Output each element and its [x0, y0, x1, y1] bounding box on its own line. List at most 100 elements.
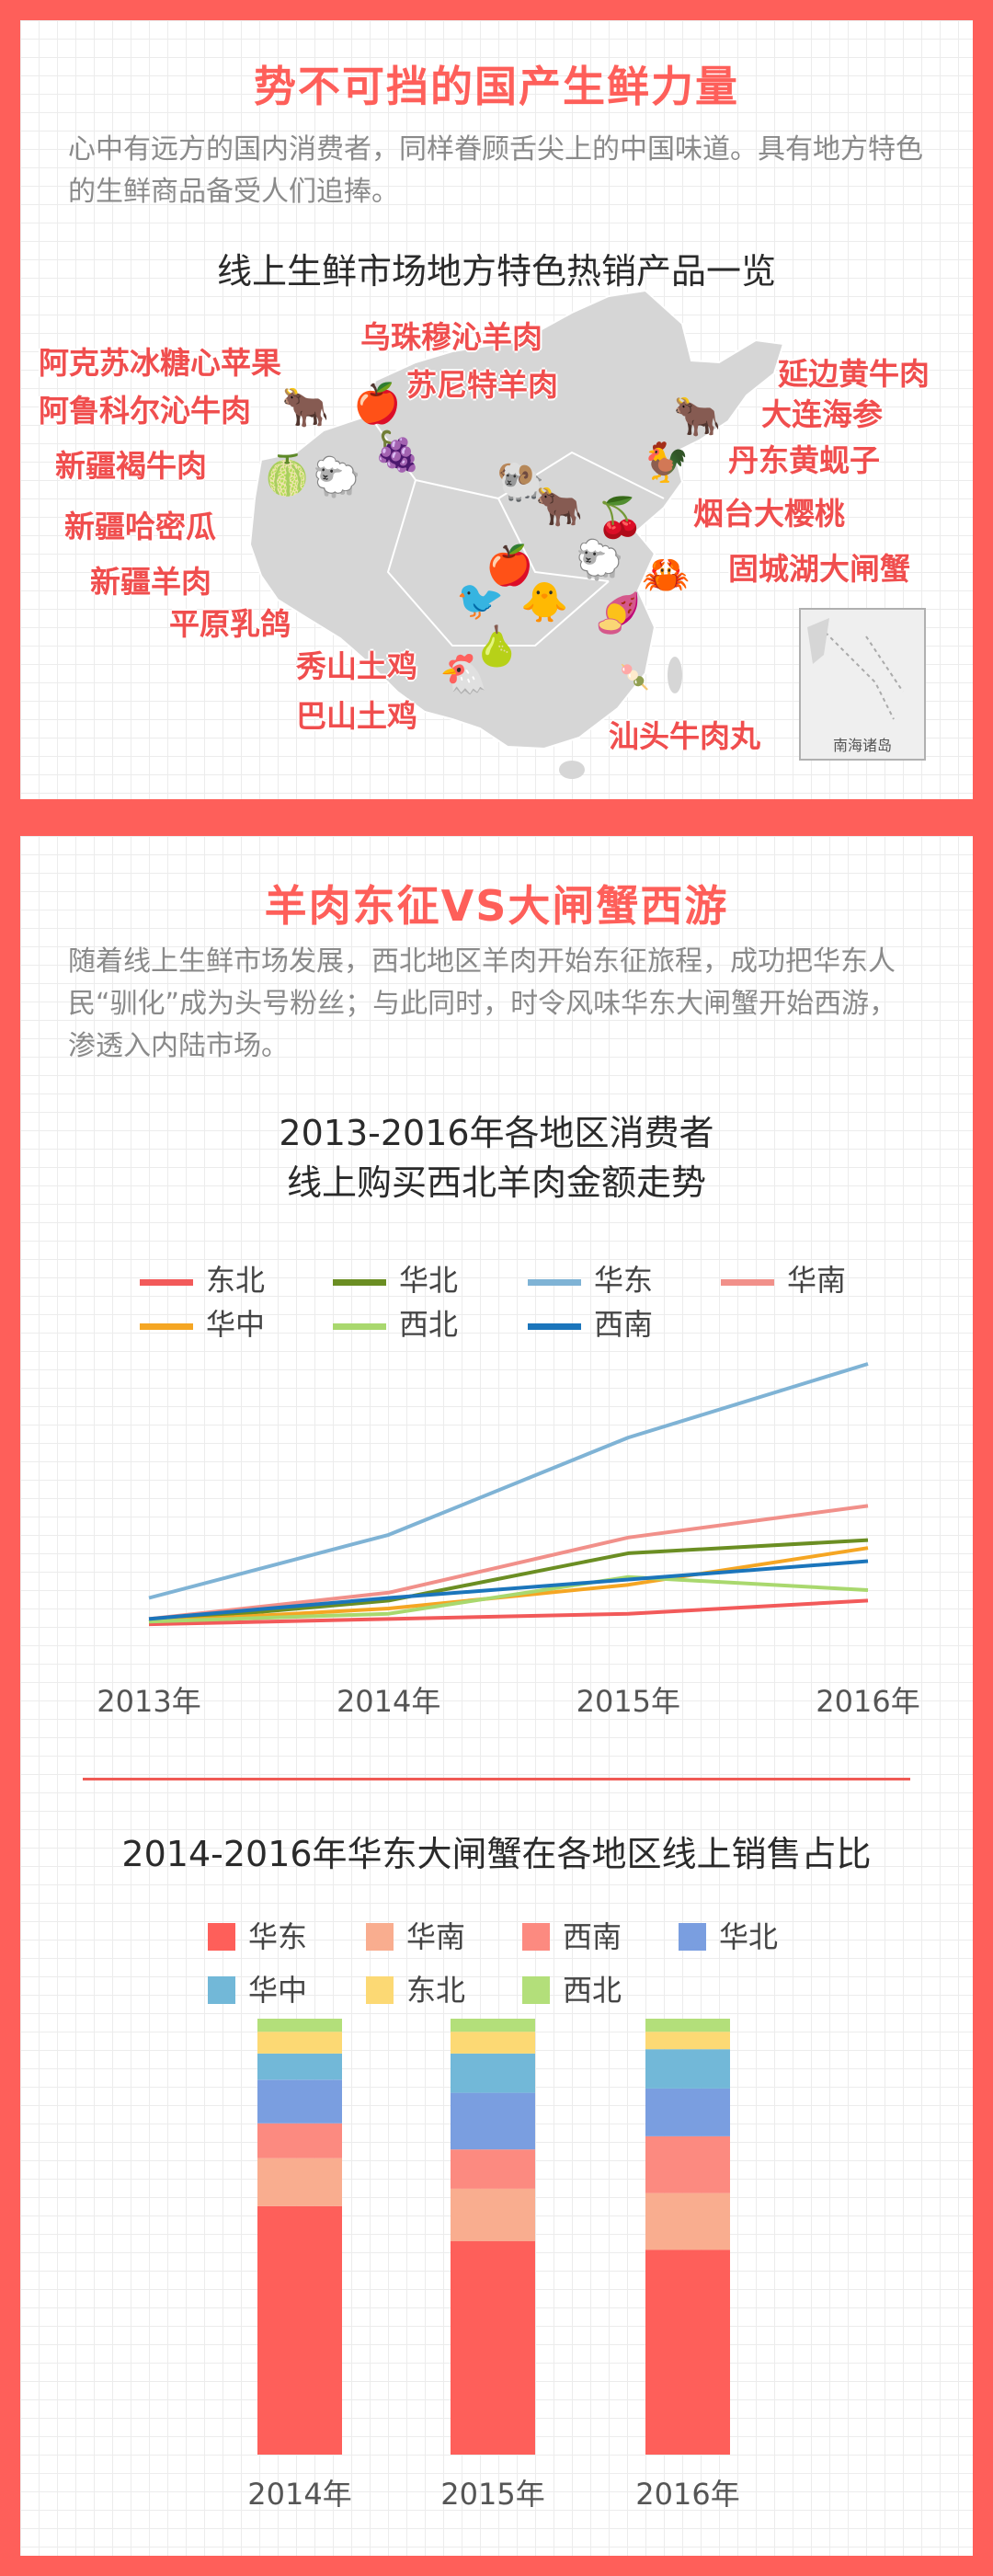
legend-item: 华中 [140, 1301, 265, 1344]
section1-title: 势不可挡的国产生鲜力量 [254, 62, 739, 111]
bar-segment-西南-2015年 [451, 2149, 535, 2189]
chick-icon: 🐥 [520, 579, 569, 624]
bar-segment-西南-2016年 [645, 2136, 730, 2193]
legend-swatch [366, 1976, 394, 2004]
legend-item: 西北 [522, 1967, 622, 2009]
legend-swatch [522, 1976, 550, 2004]
pigeon-icon: 🐦 [456, 578, 505, 623]
legend-item: 西北 [333, 1301, 458, 1344]
stacked-bar-chart: 2014年 2015年 2016年 [247, 2019, 740, 2512]
legend-swatch [522, 1923, 550, 1951]
bar-segment-东北-2014年 [257, 2032, 342, 2054]
legend-swatch [528, 1322, 581, 1330]
label-pingyuan-pigeon: 平原乳鸽 [169, 606, 291, 642]
label-yantai-cherry: 烟台大樱桃 [693, 496, 845, 532]
x-tick-label: 2013年 [97, 1684, 200, 1719]
label-xinjiang-lamb: 新疆羊肉 [90, 564, 211, 600]
line-series-华北 [148, 1538, 869, 1624]
bar-segment-西北-2015年 [451, 2019, 535, 2032]
bar-segment-西北-2016年 [645, 2019, 730, 2032]
x-tick-label: 2015年 [576, 1684, 680, 1719]
bar-segment-华东-2015年 [451, 2240, 535, 2455]
line-chart-title-1: 2013-2016年各地区消费者 [279, 1113, 714, 1153]
china-map-shape [248, 289, 785, 750]
pear-icon: 🍐 [473, 624, 521, 669]
regional-products-panel: 势不可挡的国产生鲜力量 心中有远方的国内消费者，同样眷顾舌尖上的中国味道。具有地… [20, 20, 973, 799]
bar-segment-西南-2014年 [257, 2123, 342, 2158]
bar-segment-华中-2014年 [257, 2053, 342, 2080]
section1-intro: 心中有远方的国内消费者，同样眷顾舌尖上的中国味道。具有地方特色的生鲜商品备受人们… [68, 133, 923, 208]
section2-title: 羊肉东征VS大闸蟹西游 [264, 881, 729, 931]
apple-icon-2: 🍎 [485, 543, 534, 588]
legend-swatch [140, 1322, 193, 1330]
x-tick-label: 2014年 [337, 1684, 440, 1719]
legend-swatch [333, 1322, 386, 1330]
legend-item: 华北 [333, 1257, 458, 1299]
sheep-icon: 🐑 [313, 454, 361, 499]
sheep-icon-2: 🐏 [496, 458, 545, 503]
legend-swatch [140, 1278, 193, 1286]
label-dalian-sea-cucumber: 大连海参 [761, 396, 883, 432]
bar-segment-华南-2014年 [257, 2158, 342, 2206]
legend-swatch [528, 1278, 581, 1286]
legend-item: 华北 [679, 1914, 778, 1956]
x-tick-label: 2015年 [440, 2477, 544, 2512]
legend-swatch [208, 1976, 235, 2004]
legend-item: 西南 [522, 1914, 622, 1956]
rooster-icon: 🐓 [642, 440, 691, 485]
legend-swatch [679, 1923, 706, 1951]
label-xiushan-chicken: 秀山土鸡 [296, 648, 417, 684]
legend-swatch [366, 1923, 394, 1951]
section2-intro: 随着线上生鲜市场发展，西北地区羊肉开始东征旅程，成功把华东人民“驯化”成为头号粉… [68, 945, 897, 1062]
china-map: 南海诸岛 [248, 289, 926, 779]
legend-item: 华南 [721, 1257, 846, 1299]
x-tick-label: 2014年 [247, 2477, 351, 2512]
line-series-华南 [148, 1504, 869, 1621]
label-sunite-lamb: 苏尼特羊肉 [406, 367, 558, 403]
label-aksu-apple: 阿克苏冰糖心苹果 [39, 345, 281, 381]
line-series-西南 [148, 1559, 869, 1621]
line-chart: 2013年 2014年 2015年 2016年 [97, 1362, 920, 1719]
inset-label: 南海诸岛 [833, 737, 892, 754]
bar-segment-华北-2016年 [645, 2088, 730, 2136]
line-series-西北 [148, 1574, 869, 1624]
line-chart-title-2: 线上购买西北羊肉金额走势 [286, 1162, 706, 1203]
apple-icon: 🍎 [353, 381, 402, 426]
bar-segment-华北-2014年 [257, 2079, 342, 2124]
bar-segment-华东-2014年 [257, 2205, 342, 2455]
x-tick-label: 2016年 [816, 1684, 919, 1719]
label-shantou-beef-ball: 汕头牛肉丸 [609, 718, 760, 754]
legend-item: 华南 [366, 1914, 465, 1956]
legend-swatch [721, 1278, 774, 1286]
cow-icon-2: 🐂 [535, 484, 584, 529]
legend-item: 华中 [208, 1967, 307, 2009]
bar-segment-东北-2016年 [645, 2032, 730, 2050]
label-guchenghu-crab: 固城湖大闸蟹 [728, 551, 910, 587]
legend-swatch [208, 1923, 235, 1951]
sweet-potato-icon: 🍠 [594, 590, 643, 635]
legend-swatch [333, 1278, 386, 1286]
map-title: 线上生鲜市场地方特色热销产品一览 [216, 251, 776, 292]
label-dandong-clam: 丹东黄蚬子 [728, 442, 880, 478]
x-tick-label: 2016年 [635, 2477, 739, 2512]
sheep-icon-3: 🐑 [576, 537, 624, 582]
label-hami-melon: 新疆哈密瓜 [64, 509, 216, 544]
bar-segment-华中-2015年 [451, 2053, 535, 2093]
bar-segment-华中-2016年 [645, 2049, 730, 2089]
melon-icon: 🍈 [263, 452, 312, 498]
line-series-华东 [148, 1362, 869, 1600]
grapes-icon: 🍇 [373, 429, 422, 474]
ox-icon: 🐂 [673, 394, 722, 439]
crab-icon: 🦀 [642, 552, 691, 597]
bar-segment-东北-2015年 [451, 2032, 535, 2054]
bar-segment-华北-2015年 [451, 2092, 535, 2150]
label-yanbian-beef: 延边黄牛肉 [778, 356, 930, 392]
label-aluke-beef: 阿鲁科尔沁牛肉 [39, 393, 251, 429]
bar-segment-华南-2015年 [451, 2188, 535, 2241]
bar-segment-华东-2016年 [645, 2250, 730, 2455]
label-bashan-chicken: 巴山土鸡 [296, 698, 417, 734]
section-divider [83, 1778, 910, 1780]
bar-chart-title: 2014-2016年华东大闸蟹在各地区线上销售占比 [121, 1834, 872, 1874]
legend-item: 华东 [208, 1914, 307, 1956]
line-series-东北 [148, 1598, 869, 1627]
